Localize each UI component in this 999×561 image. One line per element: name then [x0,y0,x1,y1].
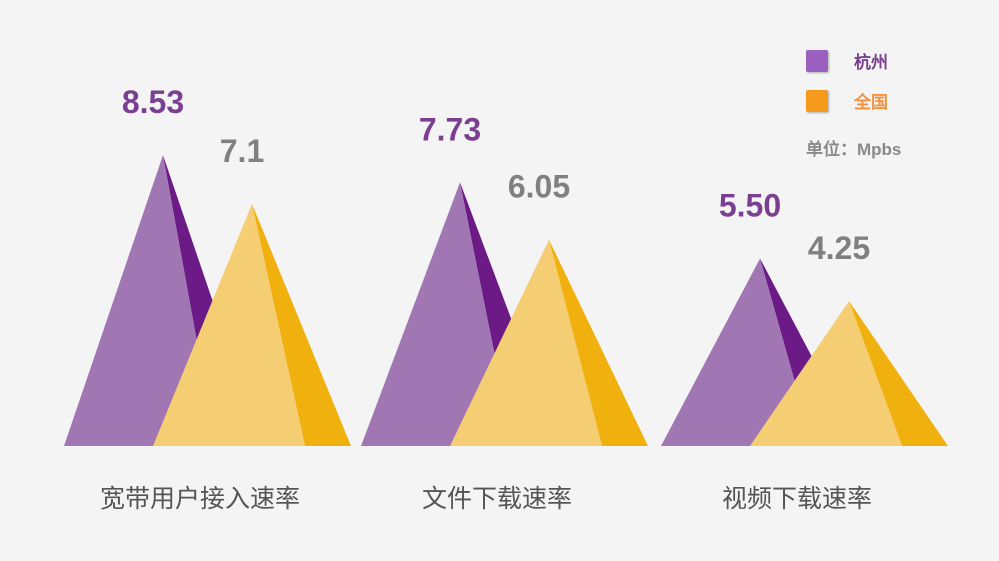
legend-swatch-hangzhou [806,49,828,72]
legend-label-national: 全国 [854,93,888,112]
pyramid-dark-face-hangzhou [460,182,559,447]
pyramid-light-face-national [450,239,602,446]
data-label: 8.53 [122,84,184,120]
legend-item-hangzhou: 杭州 [806,48,888,73]
pyramid-dark-face-national [549,239,648,446]
pyramid-light-face-national [750,301,902,446]
category-label: 视频下载速率 [722,485,872,513]
pyramid-light-face-national [153,203,305,446]
pyramid-light-face-hangzhou [661,258,813,446]
category-label: 文件下载速率 [422,485,572,513]
legend-item-national: 全国 [806,88,888,113]
category-group [361,182,648,447]
unit-label: 单位：Mpbs [806,140,902,159]
pyramid-light-face-hangzhou [361,182,513,447]
category-label: 宽带用户接入速率 [100,485,300,513]
data-label: 7.1 [220,133,264,169]
data-label: 4.25 [808,230,870,266]
category-group [64,155,351,446]
legend-swatch-national [806,89,828,112]
data-label: 6.05 [508,169,570,205]
data-label: 7.73 [419,111,481,147]
data-label: 5.50 [719,187,781,223]
category-group [661,258,948,446]
pyramid-dark-face-national [252,203,351,446]
pyramid-light-face-hangzhou [64,155,216,446]
legend-label-hangzhou: 杭州 [854,53,888,72]
pyramid-dark-face-national [849,301,948,446]
pyramid-dark-face-hangzhou [760,258,859,446]
